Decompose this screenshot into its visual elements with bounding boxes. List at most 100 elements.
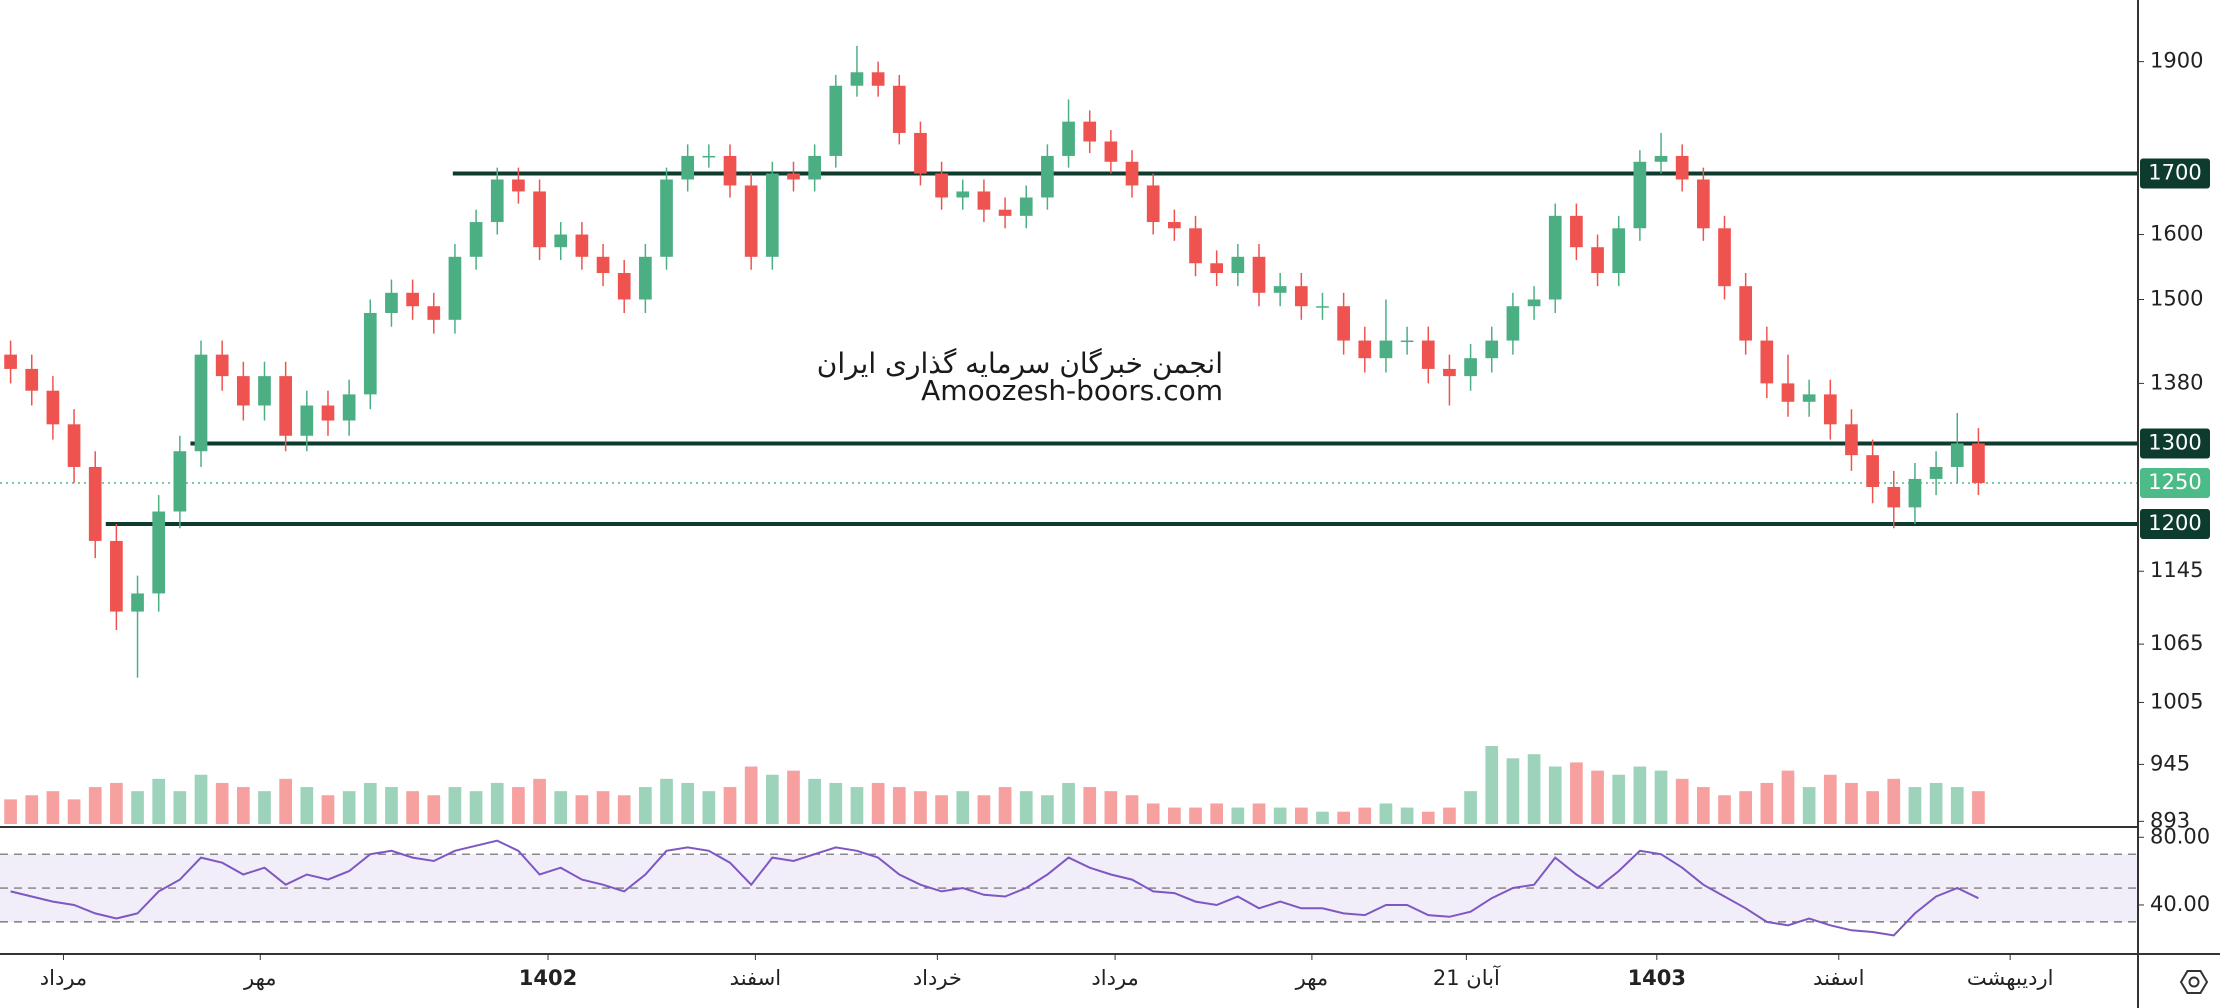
y-tick-label: 1900 bbox=[2150, 49, 2203, 73]
candle-body bbox=[25, 368, 39, 391]
volume-bar bbox=[533, 778, 546, 824]
volume-bar bbox=[1210, 803, 1224, 824]
candle-body bbox=[1104, 141, 1118, 162]
volume-bar bbox=[956, 791, 970, 824]
volume-bar bbox=[1718, 795, 1731, 824]
candle-body bbox=[1146, 185, 1160, 223]
candle-body bbox=[1379, 340, 1393, 359]
volume-bar bbox=[1104, 791, 1118, 824]
volume-bar bbox=[1464, 791, 1477, 824]
watermark-url: Amoozesh-boors.com bbox=[921, 374, 1223, 407]
candle-body bbox=[977, 191, 991, 210]
candle-body bbox=[152, 511, 166, 594]
y-tick-label: 893 bbox=[2150, 808, 2190, 832]
volume-bar bbox=[1421, 811, 1435, 824]
candle-body bbox=[765, 173, 779, 257]
volume-bar bbox=[787, 770, 800, 824]
settings-icon[interactable] bbox=[2179, 970, 2209, 994]
candle-body bbox=[1908, 478, 1922, 508]
volume-bar bbox=[152, 778, 166, 824]
volume-bar bbox=[258, 791, 271, 824]
volume-bar bbox=[4, 799, 17, 824]
volume-bar bbox=[1337, 811, 1350, 824]
volume-bar bbox=[914, 791, 927, 824]
volume-bar bbox=[829, 782, 843, 824]
candle-body bbox=[363, 312, 377, 395]
candle-body bbox=[850, 72, 864, 86]
volume-bar bbox=[808, 778, 821, 824]
candle-body bbox=[490, 179, 504, 223]
volume-bar bbox=[617, 795, 631, 824]
x-tick-label: خرداد bbox=[913, 966, 962, 990]
candle-body bbox=[1802, 394, 1816, 402]
volume-bar bbox=[300, 787, 314, 824]
candle-body bbox=[1294, 286, 1308, 307]
candle-body bbox=[554, 234, 568, 248]
volume-bar bbox=[1887, 778, 1901, 824]
volume-bar bbox=[850, 787, 864, 824]
volume-bar bbox=[279, 778, 293, 824]
candle-body bbox=[469, 222, 483, 257]
x-tick-label: مهر bbox=[243, 966, 277, 990]
candle-body bbox=[1252, 256, 1266, 293]
volume-bar bbox=[1019, 791, 1033, 824]
volume-bar bbox=[512, 787, 525, 824]
volume-bar bbox=[25, 795, 39, 824]
candle-body bbox=[1548, 215, 1562, 300]
volume-bar bbox=[702, 791, 716, 824]
candle-body bbox=[808, 155, 821, 180]
y-tick-label: 1145 bbox=[2150, 558, 2203, 582]
volume-bar bbox=[406, 791, 419, 824]
candle-body bbox=[1443, 368, 1456, 377]
volume-bar bbox=[1294, 807, 1308, 824]
volume-bar bbox=[1570, 762, 1583, 824]
candle-body bbox=[617, 273, 631, 300]
volume-bar bbox=[1696, 787, 1710, 824]
candle-body bbox=[1506, 306, 1520, 341]
volume-bar bbox=[1781, 770, 1795, 824]
volume-bar bbox=[998, 787, 1012, 824]
candle-body bbox=[1400, 340, 1414, 343]
volume-bar bbox=[1950, 787, 1964, 824]
volume-bar bbox=[88, 787, 102, 824]
candle-body bbox=[914, 132, 927, 174]
candle-body bbox=[935, 173, 948, 198]
level-label: 1300 bbox=[2148, 430, 2201, 454]
volume-bar bbox=[1146, 803, 1160, 824]
volume-bar bbox=[1168, 807, 1181, 824]
volume-bar bbox=[596, 791, 610, 824]
rsi-tick-label: 80.00 bbox=[2150, 824, 2210, 848]
volume-bar bbox=[892, 787, 906, 824]
volume-bar bbox=[1739, 791, 1753, 824]
candle-body bbox=[1866, 455, 1879, 487]
candle-body bbox=[1421, 340, 1435, 369]
volume-bar bbox=[1675, 778, 1689, 824]
candle-body bbox=[88, 466, 102, 541]
candle-body bbox=[1675, 155, 1689, 180]
candle-body bbox=[1612, 228, 1626, 274]
candle-body bbox=[321, 405, 335, 421]
volume-bar bbox=[385, 787, 398, 824]
settings-icon-center bbox=[2188, 976, 2200, 988]
candle-body bbox=[1739, 286, 1753, 341]
candle-body bbox=[787, 173, 800, 180]
x-tick-label: مرداد bbox=[1091, 966, 1138, 990]
x-tick-label: مرداد bbox=[40, 966, 87, 990]
candle-body bbox=[744, 185, 758, 257]
volume-bar bbox=[1189, 807, 1202, 824]
candle-body bbox=[1570, 215, 1583, 248]
candle-body bbox=[1781, 383, 1795, 402]
volume-bar bbox=[1633, 766, 1647, 824]
watermark-title: انجمن خبرگان سرمایه گذاری ایران bbox=[817, 347, 1223, 380]
candle-body bbox=[1062, 121, 1075, 156]
rsi-line bbox=[10, 839, 1979, 937]
volume-bar bbox=[363, 782, 377, 824]
candle-body bbox=[1231, 256, 1245, 274]
volume-bar bbox=[1591, 770, 1604, 824]
volume-bar bbox=[1041, 795, 1054, 824]
level-label: 1700 bbox=[2148, 161, 2201, 185]
volume-bar bbox=[1908, 787, 1922, 824]
candle-body bbox=[1527, 299, 1541, 307]
